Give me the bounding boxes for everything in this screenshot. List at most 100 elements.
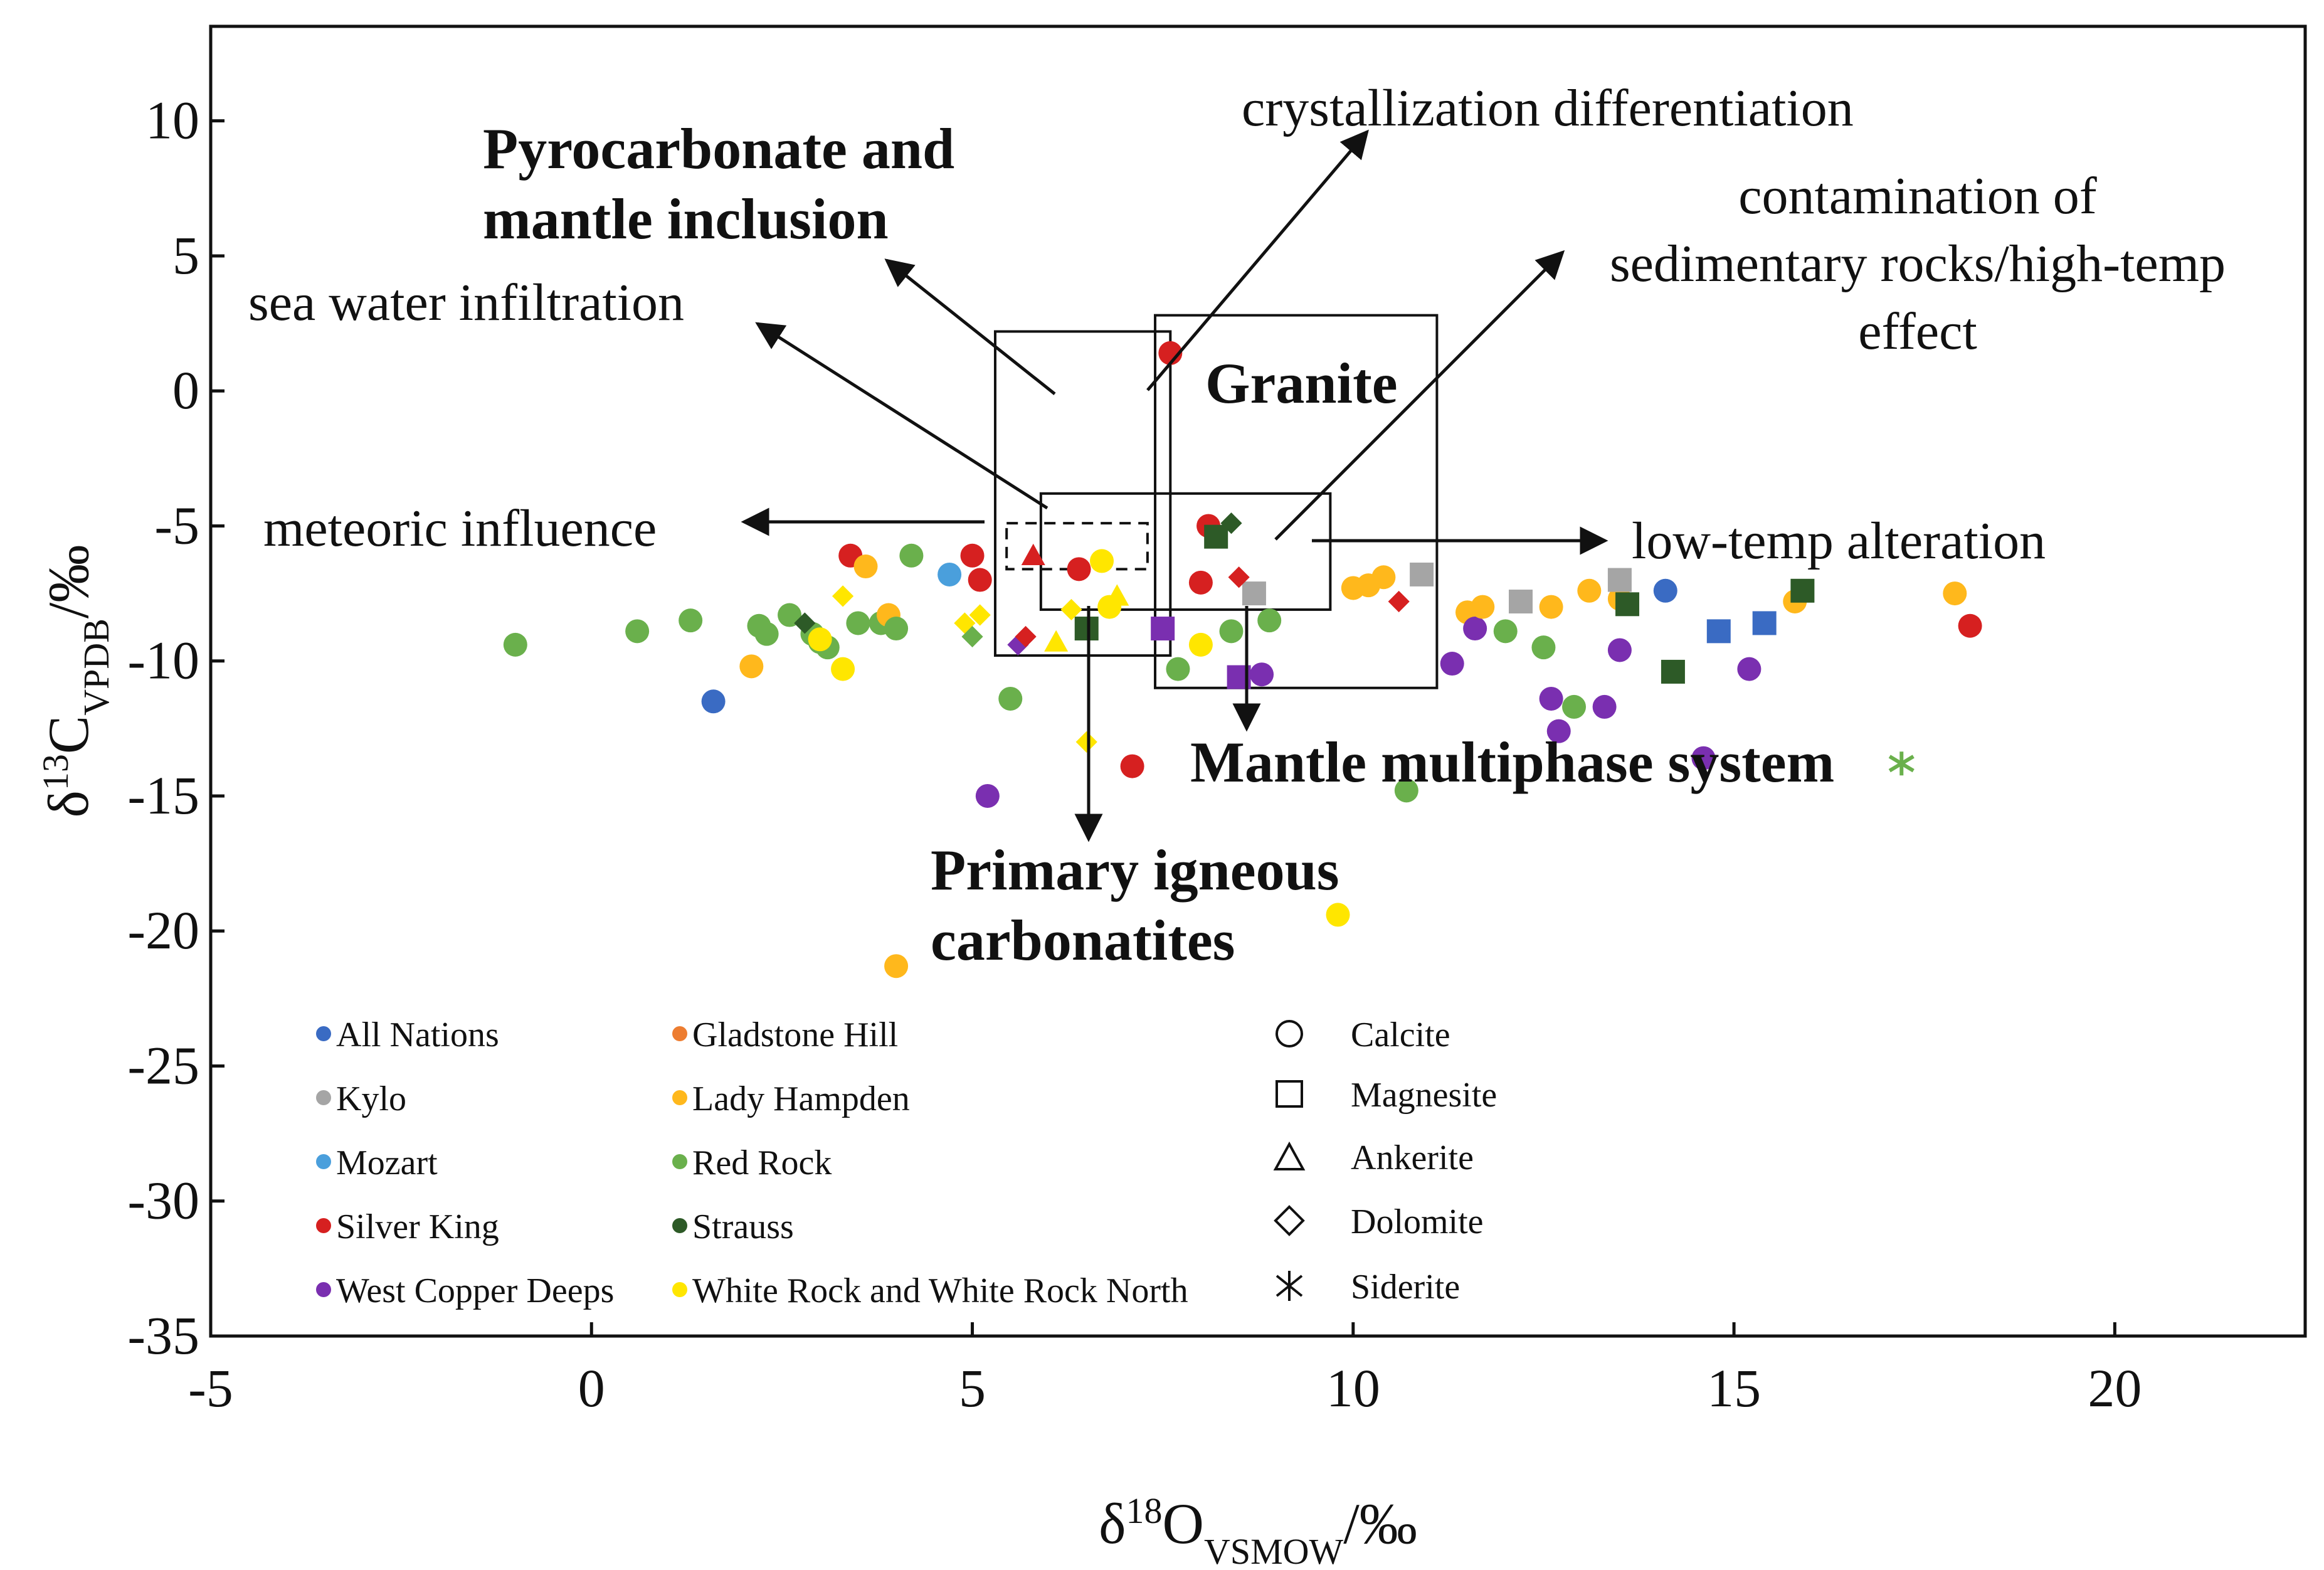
- dolomite-point: [1075, 731, 1097, 753]
- legend-label: Lady Hampden: [692, 1079, 910, 1118]
- dolomite-point: [961, 625, 983, 648]
- magnesite-point: [1790, 578, 1815, 603]
- calcite-point: [846, 611, 870, 635]
- legend-dot: [672, 1282, 687, 1297]
- interpretation-regions: [993, 314, 1439, 689]
- legend-location-red-rock: Red Rock: [672, 1143, 832, 1182]
- calcite-point: [1188, 632, 1213, 657]
- granite-box: [1154, 314, 1439, 689]
- calcite-point: [1158, 341, 1183, 365]
- x-tick-label: 0: [578, 1358, 605, 1418]
- magnesite-point: [1661, 659, 1685, 684]
- ankerite-point: [1021, 543, 1045, 566]
- legend-location-gladstone-hill: Gladstone Hill: [672, 1016, 898, 1054]
- calcite-point: [1188, 570, 1213, 595]
- x-axis-title: δ18OVSMOW/‰: [1099, 1490, 1417, 1570]
- calcite-point: [1607, 638, 1632, 662]
- calcite-point: [679, 608, 703, 633]
- calcite-point: [1166, 657, 1190, 681]
- legend-mineral-ankerite: Ankerite: [1273, 1138, 1474, 1177]
- arrow-pyrocarbonate: [884, 258, 1056, 395]
- y-tick-label: 10: [145, 90, 199, 151]
- dolomite-point: [794, 612, 816, 634]
- annotation-seawater: sea water infiltration: [248, 273, 684, 332]
- calcite-point: [975, 783, 1000, 808]
- calcite-point: [1219, 619, 1244, 644]
- legend-dot: [672, 1090, 687, 1105]
- calcite-point: [1562, 694, 1587, 719]
- calcite-point: [1394, 778, 1418, 803]
- y-axis-title: δ13CVPDB/‰: [35, 544, 117, 817]
- calcite-point: [1326, 903, 1350, 927]
- calcite-point: [884, 954, 909, 979]
- magnesite-point: [1204, 524, 1228, 549]
- annotations: crystallization differentiation Pyrocarb…: [248, 79, 2226, 972]
- legend-dot: [672, 1026, 687, 1041]
- legend-mineral-dolomite: Dolomite: [1274, 1202, 1484, 1241]
- magnesite-point: [1607, 568, 1632, 592]
- legend-location-strauss: Strauss: [672, 1207, 794, 1246]
- low-temp-box: [1039, 492, 1332, 611]
- ankerite-symbol: [1273, 1141, 1306, 1170]
- annotation-crystallization: crystallization differentiation: [1242, 79, 1854, 137]
- annotation-pyrocarbonate-line1: Pyrocarbonate and: [483, 117, 954, 181]
- legend-label: Strauss: [692, 1207, 794, 1246]
- y-tick-label: -35: [127, 1305, 199, 1366]
- calcite-point: [1531, 635, 1556, 660]
- calcite-point: [1257, 608, 1282, 633]
- legend-dot: [672, 1154, 687, 1169]
- dolomite-point: [1388, 590, 1410, 613]
- legend-mineral-siderite: Siderite: [1276, 1268, 1460, 1307]
- x-tick-label: 5: [959, 1358, 986, 1418]
- calcite-point: [1539, 595, 1563, 619]
- legend-dot: [316, 1218, 331, 1233]
- legend-location-silver-king: Silver King: [316, 1207, 499, 1246]
- annotation-lowtemp: low-temp alteration: [1632, 512, 2046, 570]
- annotation-meteoric: meteoric influence: [263, 499, 657, 558]
- legend-dot: [316, 1090, 331, 1105]
- x-tick-label: 10: [1326, 1358, 1380, 1418]
- legend-label: Kylo: [336, 1079, 406, 1118]
- legend-label: Silver King: [336, 1207, 499, 1246]
- calcite-point: [1120, 754, 1144, 778]
- magnesite-point: [1752, 611, 1777, 635]
- x-tick-label: 15: [1707, 1358, 1761, 1418]
- y-tick-label: -30: [127, 1170, 199, 1231]
- calcite-point: [701, 689, 726, 714]
- axis-ticks: -5 0 5 10 15 20 10 5 0 -5 -10 -15 -20 -25 -30 -35: [127, 90, 2142, 1418]
- legend-label: Ankerite: [1351, 1138, 1474, 1177]
- calcite-point: [960, 543, 985, 568]
- annotation-arrows: [741, 129, 1608, 842]
- arrow-crystallization: [1146, 129, 1369, 391]
- calcite-point: [884, 617, 909, 641]
- calcite-point: [1691, 746, 1716, 770]
- legend-label: Calcite: [1351, 1016, 1450, 1054]
- dolomite-point: [1015, 625, 1037, 648]
- calcite-point: [754, 622, 779, 646]
- legend-background: [288, 997, 1549, 1317]
- dolomite-point: [1220, 512, 1242, 534]
- calcite-point: [1067, 557, 1091, 581]
- annotation-primary-line1: Primary igneous: [931, 838, 1339, 902]
- calcite-point: [1250, 662, 1274, 687]
- calcite-point: [808, 627, 832, 652]
- legend-label: West Copper Deeps: [336, 1271, 614, 1310]
- dolomite-point: [969, 604, 991, 626]
- legend-label: White Rock and White Rock North: [692, 1271, 1188, 1310]
- legend-location-white-rock: White Rock and White Rock North: [672, 1271, 1188, 1310]
- legend-location-lady-hampden: Lady Hampden: [672, 1079, 910, 1118]
- calcite-point: [1440, 652, 1464, 676]
- calcite-symbol: [1276, 1020, 1303, 1048]
- calcite-point: [938, 562, 962, 586]
- data-points: [503, 341, 1982, 979]
- legend-label: Magnesite: [1351, 1076, 1497, 1115]
- magnesite-point: [1509, 589, 1533, 613]
- legend-location-west-copper-deeps: West Copper Deeps: [316, 1271, 614, 1310]
- calcite-point: [1592, 694, 1617, 719]
- calcite-point: [1958, 613, 1982, 638]
- legend-dot: [316, 1154, 331, 1169]
- calcite-point: [831, 657, 855, 681]
- legend-dot: [316, 1282, 331, 1297]
- y-tick-label: -10: [127, 630, 199, 691]
